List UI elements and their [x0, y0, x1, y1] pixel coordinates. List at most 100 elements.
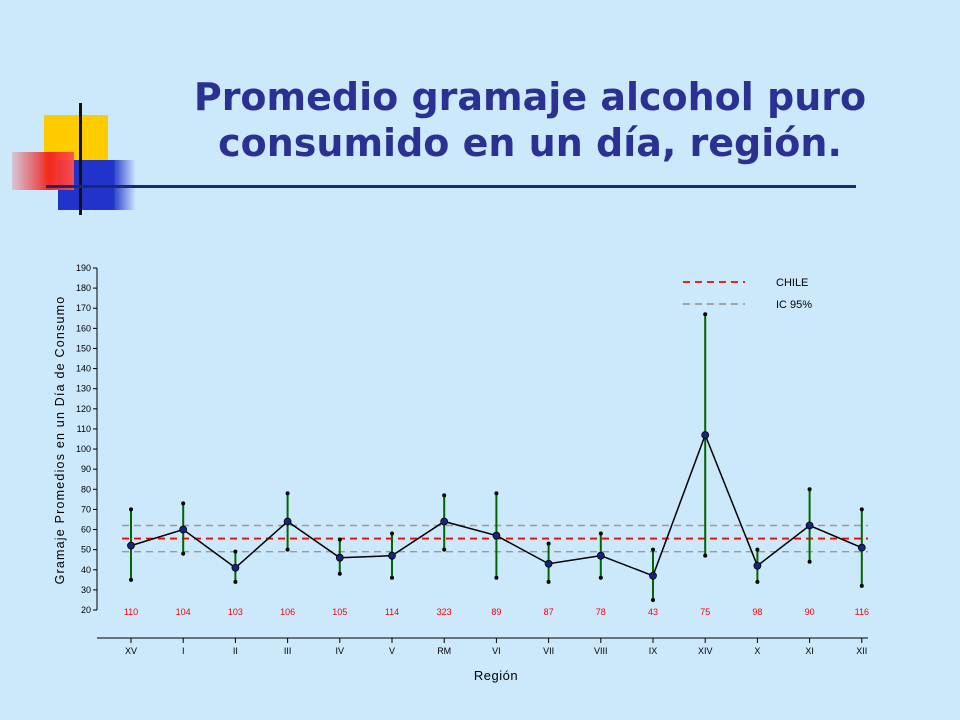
mean-point: [649, 571, 657, 580]
x-tick-label: V: [389, 646, 395, 656]
mean-point: [335, 553, 344, 562]
error-bar-lower-cap: [181, 551, 186, 556]
mean-point: [127, 541, 135, 550]
x-tick-label: X: [754, 646, 760, 656]
error-bar-upper-cap: [651, 547, 655, 552]
sample-size-label: 75: [700, 607, 710, 617]
error-bar-upper-cap: [442, 493, 447, 498]
x-tick-label: IX: [649, 646, 658, 656]
sample-size-label: 105: [332, 607, 347, 617]
error-bar-lower-cap: [285, 547, 290, 552]
y-tick-label: 110: [77, 424, 91, 434]
y-tick-label: 190: [76, 263, 91, 273]
mean-point: [805, 521, 814, 530]
y-tick-label: 100: [76, 444, 91, 454]
y-tick-label: 90: [81, 464, 91, 474]
sample-size-label: 78: [596, 607, 606, 617]
y-tick-label: 160: [76, 323, 91, 333]
sample-size-label: 103: [228, 607, 243, 617]
mean-point: [440, 517, 449, 526]
mean-point: [492, 531, 501, 540]
sample-size-label: 98: [752, 607, 762, 617]
sample-size-label: 43: [648, 607, 658, 617]
y-tick-label: 70: [81, 504, 91, 514]
slide-title-line-2: consumido en un día, región.: [218, 121, 842, 165]
mean-point: [544, 559, 553, 568]
slide-title: Promedio gramaje alcohol puro consumido …: [140, 74, 920, 166]
error-bar-upper-cap: [233, 549, 238, 554]
mean-series: [127, 431, 866, 580]
sample-size-label: 90: [805, 607, 815, 617]
error-bar-lower-cap: [598, 575, 603, 580]
error-bar-lower-cap: [390, 575, 394, 580]
error-bar-lower-cap: [337, 571, 342, 576]
error-bar-lower-cap: [494, 575, 499, 580]
y-axis-title: Gramaje Promedios en un Día de Consumo: [53, 296, 67, 585]
y-tick-label: 150: [76, 343, 91, 353]
error-bar-lower-cap: [442, 547, 447, 552]
decor-red-square: [12, 152, 74, 190]
x-tick-label: VIII: [594, 646, 608, 656]
error-bar-lower-cap: [807, 559, 812, 564]
sample-size-label: 114: [385, 607, 399, 617]
x-tick-label: VI: [492, 646, 501, 656]
mean-point: [857, 543, 866, 552]
error-bar-lower-cap: [129, 577, 133, 582]
y-tick-label: 130: [76, 384, 91, 394]
error-bar-upper-cap: [703, 312, 708, 317]
x-tick-label: XI: [805, 646, 814, 656]
sample-size-label: 87: [544, 607, 554, 617]
mean-point: [388, 551, 396, 560]
axes: 20 30 40 50 60 70 80 90 100 110 120 130 140 150 160 170…: [76, 263, 868, 656]
y-tick-label: 180: [76, 283, 91, 293]
error-bar-upper-cap: [807, 487, 812, 492]
y-tick-label: 170: [76, 303, 91, 313]
error-bar-lower-cap: [755, 579, 760, 584]
legend-label: CHILE: [776, 277, 808, 289]
y-tick-label: 50: [81, 545, 91, 555]
mean-point: [753, 561, 762, 570]
x-tick-label: VII: [543, 646, 554, 656]
decor-horizontal-line: [46, 185, 856, 188]
x-tick-label: XV: [125, 646, 137, 656]
error-bar-lower-cap: [703, 553, 708, 558]
y-tick-label: 20: [81, 605, 91, 615]
error-bar-upper-cap: [181, 501, 186, 506]
error-bars: [129, 312, 864, 602]
x-tick-label: III: [284, 646, 292, 656]
sample-size-label: 116: [855, 607, 869, 617]
mean-point: [231, 563, 240, 572]
error-bar-lower-cap: [651, 597, 655, 602]
error-bar-upper-cap: [129, 507, 133, 512]
mean-point: [179, 525, 188, 534]
error-bar-upper-cap: [755, 547, 760, 552]
mean-point: [596, 551, 605, 560]
error-bar-lower-cap: [546, 579, 551, 584]
x-tick-label: XII: [856, 646, 867, 656]
mean-point: [701, 431, 710, 439]
error-bar-lower-cap: [233, 579, 238, 584]
x-axis-title: Región: [474, 668, 518, 683]
decor-vertical-line: [79, 103, 82, 215]
error-bar-upper-cap: [390, 531, 394, 536]
y-tick-label: 40: [81, 565, 91, 575]
x-tick-label: XIV: [698, 646, 713, 656]
error-bar-lower-cap: [859, 583, 864, 588]
x-tick-label: RM: [437, 646, 451, 656]
x-tick-label: I: [182, 646, 185, 656]
legend: CHILE IC 95%: [683, 277, 812, 311]
y-tick-label: 30: [81, 585, 91, 595]
error-bar-upper-cap: [337, 537, 342, 542]
error-bar-upper-cap: [859, 507, 864, 512]
sample-size-label: 106: [280, 607, 295, 617]
y-tick-label: 140: [76, 364, 91, 374]
x-tick-label: IV: [336, 646, 345, 656]
error-bar-upper-cap: [285, 491, 290, 496]
x-tick-label: II: [233, 646, 238, 656]
mean-point: [283, 517, 292, 526]
sample-size-label: 104: [176, 607, 191, 617]
sample-sizes: 110 104 103 106 105 114 323 89 87 78 43 75 98 90 116: [124, 607, 869, 617]
sample-size-label: 110: [124, 607, 138, 617]
y-tick-label: 60: [81, 525, 91, 535]
sample-size-label: 89: [491, 607, 501, 617]
